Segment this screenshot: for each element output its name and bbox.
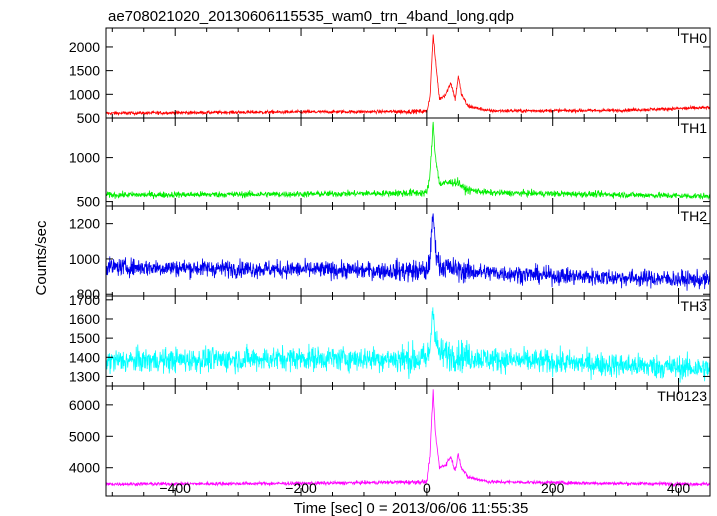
y-tick-label: 500 xyxy=(77,194,101,210)
panel-th1: TH1 500 1000 xyxy=(69,117,711,210)
y-tick-label: 1000 xyxy=(69,251,100,267)
y-tick-label: 1400 xyxy=(69,349,100,365)
panel-stack: TH0500100015002000TH15001000TH2800100012… xyxy=(69,27,711,497)
series-line-th3 xyxy=(106,307,710,383)
panel-th2: TH2 800 1000 1200 xyxy=(69,205,711,302)
x-tick-label: −200 xyxy=(285,480,317,496)
y-tick-label: 500 xyxy=(77,110,101,126)
y-tick-label: 5000 xyxy=(69,428,100,444)
panel-frame xyxy=(105,27,711,119)
series-line-th1 xyxy=(106,121,710,200)
panel-th0: TH0 500 1000 1500 2000 xyxy=(69,27,711,126)
x-tick-label: 0 xyxy=(423,480,431,496)
x-tick-label: −400 xyxy=(159,480,191,496)
y-tick-label: 1300 xyxy=(69,368,100,384)
y-tick-label: 1500 xyxy=(69,63,100,79)
panel-label: TH3 xyxy=(681,298,708,314)
y-tick-label: 1700 xyxy=(69,292,100,308)
series-line-th2 xyxy=(106,213,710,291)
x-tick-label: 400 xyxy=(667,480,691,496)
chart-title: ae708021020_20130606115535_wam0_trn_4ban… xyxy=(108,8,514,25)
panel-label: TH2 xyxy=(681,208,708,224)
y-axis-label: Counts/sec xyxy=(33,220,50,296)
y-tick-label: 1500 xyxy=(69,330,100,346)
x-axis-label: Time [sec] 0 = 2013/06/06 11:55:35 xyxy=(294,500,529,516)
series-line-th0123 xyxy=(106,389,710,488)
y-tick-label: 1200 xyxy=(69,216,100,232)
panel-label: TH0123 xyxy=(657,388,707,404)
series-line-th0 xyxy=(106,34,710,117)
y-tick-label: 2000 xyxy=(69,39,100,55)
y-tick-label: 1600 xyxy=(69,311,100,327)
y-tick-label: 1000 xyxy=(69,150,100,166)
y-tick-label: 800 xyxy=(77,286,101,302)
panel-frame xyxy=(105,205,711,297)
y-tick-label: 1000 xyxy=(69,86,100,102)
y-tick-label: 4000 xyxy=(69,460,100,476)
panel-th3: TH3 1300 1400 1500 1600 1700 xyxy=(69,292,711,387)
panel-label: TH1 xyxy=(681,120,708,136)
y-tick-label: 6000 xyxy=(69,397,100,413)
x-tick-label: 200 xyxy=(541,480,565,496)
panel-label: TH0 xyxy=(681,30,708,46)
panel-frame xyxy=(105,385,711,497)
